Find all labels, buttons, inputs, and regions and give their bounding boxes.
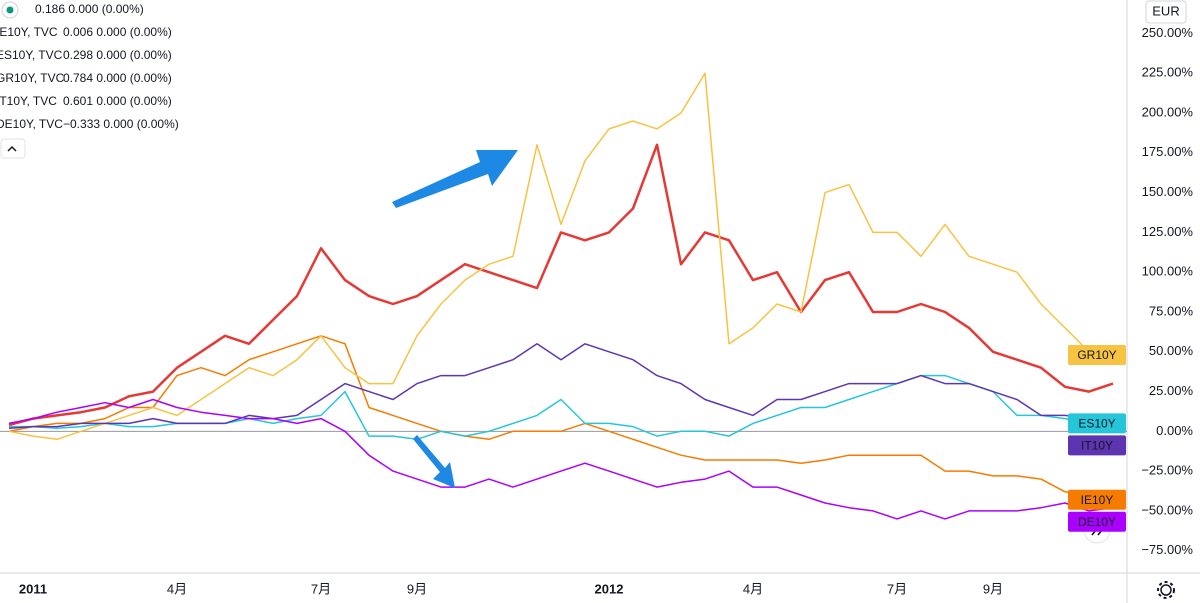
- legend-readout: −0.333 0.000 (0.00%): [63, 117, 179, 131]
- annotation-arrow-large: [392, 150, 518, 208]
- y-tick-label: 250.00%: [1142, 25, 1194, 40]
- y-tick-label: −50.00%: [1141, 502, 1193, 517]
- series-line: [8, 335, 1114, 501]
- settings-gear: [1157, 581, 1175, 599]
- visibility-dot: [6, 6, 14, 14]
- x-tick-label: 4月: [167, 581, 187, 596]
- collapse-icon: [7, 145, 17, 152]
- y-tick-label: 225.00%: [1142, 65, 1194, 80]
- series-line: [8, 72, 1114, 441]
- legend-readout: 0.298 0.000 (0.00%): [63, 48, 172, 62]
- legend-readout: 0.784 0.000 (0.00%): [63, 71, 172, 85]
- x-tick-label: 9月: [407, 581, 427, 596]
- series-badge-label: ES10Y: [1078, 417, 1115, 431]
- series-badge: [1068, 344, 1126, 365]
- plot-area: [0, 72, 1127, 520]
- settings-button[interactable]: [1160, 584, 1172, 596]
- x-tick-label: 2012: [595, 581, 624, 596]
- y-tick-label: 100.00%: [1142, 264, 1194, 279]
- series-badge: [1068, 435, 1126, 456]
- y-tick-label: 125.00%: [1142, 224, 1194, 239]
- series-line: [8, 398, 1114, 520]
- y-tick-label: −25.00%: [1141, 463, 1193, 478]
- legend-ticker: IT10Y, TVC: [0, 94, 57, 108]
- series-badge: [1068, 511, 1126, 532]
- y-tick-label: 0.00%: [1156, 423, 1193, 438]
- y-tick-label: 75.00%: [1149, 303, 1194, 318]
- legend-readout: 0.006 0.000 (0.00%): [63, 25, 172, 39]
- series-badge-label: IE10Y: [1081, 493, 1114, 507]
- x-tick-label: 9月: [983, 581, 1003, 596]
- currency-label: EUR: [1152, 3, 1179, 18]
- y-tick-label: 25.00%: [1149, 383, 1194, 398]
- series-badge-label: DE10Y: [1078, 515, 1116, 529]
- legend-readout: 0.601 0.000 (0.00%): [63, 94, 172, 108]
- legend-ticker: IE10Y, TVC: [0, 25, 58, 39]
- series-badge-label: GR10Y: [1077, 348, 1116, 362]
- y-tick-label: 175.00%: [1142, 144, 1194, 159]
- legend-readout: 0.186 0.000 (0.00%): [35, 2, 144, 16]
- series-badge: [1068, 413, 1126, 434]
- annotation-arrow-small: [413, 435, 455, 488]
- series-badge-label: IT10Y: [1081, 439, 1113, 453]
- y-tick-label: 150.00%: [1142, 184, 1194, 199]
- legend-ticker: GR10Y, TVC: [0, 71, 65, 85]
- x-tick-label: 4月: [743, 581, 763, 596]
- x-tick-label: 7月: [887, 581, 907, 596]
- legend-ticker: ES10Y, TVC: [0, 48, 63, 62]
- series-line: [8, 343, 1114, 429]
- y-tick-label: 200.00%: [1142, 104, 1194, 119]
- y-tick-label: −75.00%: [1141, 542, 1193, 557]
- y-tick-label: 50.00%: [1149, 343, 1194, 358]
- currency-box[interactable]: [1145, 0, 1187, 24]
- series-line: [8, 143, 1114, 427]
- x-tick-label: 7月: [311, 581, 331, 596]
- series-badge: [1068, 489, 1126, 510]
- legend: 0.186 0.000 (0.00%) IE10Y, TVC 0.006 0.000…: [0, 2, 179, 131]
- legend-ticker: DE10Y, TVC: [0, 117, 63, 131]
- x-tick-label: 2011: [19, 581, 47, 596]
